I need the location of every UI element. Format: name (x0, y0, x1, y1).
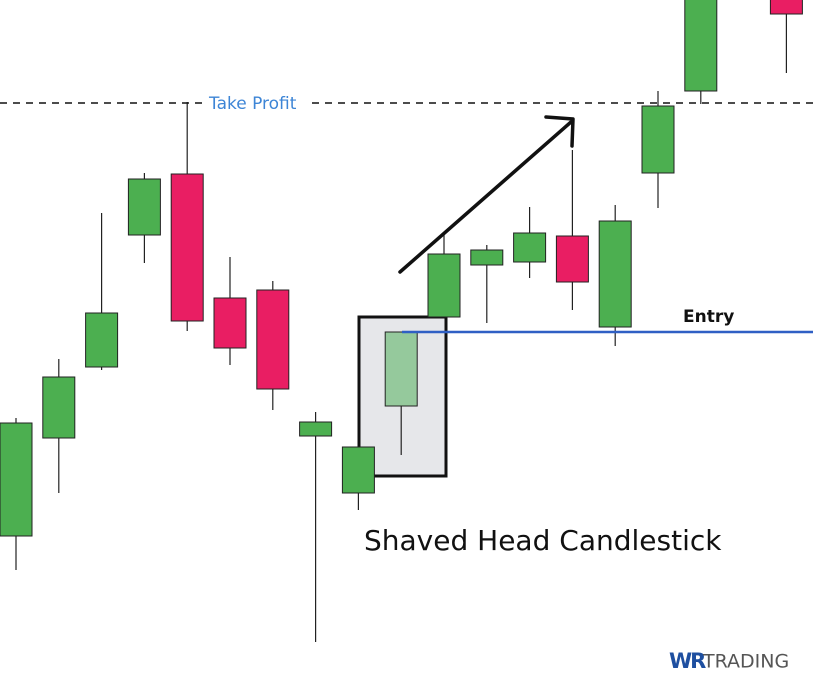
candle-body (127, 178, 161, 236)
candle-body (341, 446, 375, 494)
candle-body (256, 289, 290, 390)
candle-body (427, 253, 461, 318)
candle-body (769, 0, 803, 15)
candle-body (299, 421, 333, 437)
candle-body (170, 173, 204, 322)
candle-body (555, 235, 589, 283)
label-bg (203, 91, 307, 115)
annotation: Shaved Head Candlestick (364, 524, 722, 557)
candle-body (85, 312, 119, 368)
take-profit-label: Take Profit (208, 94, 297, 114)
candle-body (42, 376, 76, 439)
candle-body (470, 249, 504, 266)
candle-body (598, 220, 632, 328)
candle-body (641, 105, 675, 174)
arrow (398, 115, 575, 274)
entry-label: Entry (683, 307, 734, 327)
candle-body (213, 297, 247, 349)
candle-body (684, 0, 718, 92)
candle-body (0, 422, 33, 537)
candle-body (513, 232, 547, 263)
candle-body (384, 331, 418, 407)
logo-mark: WR (669, 649, 706, 673)
logo-text: TRADING (702, 651, 789, 673)
candles (0, 0, 803, 642)
